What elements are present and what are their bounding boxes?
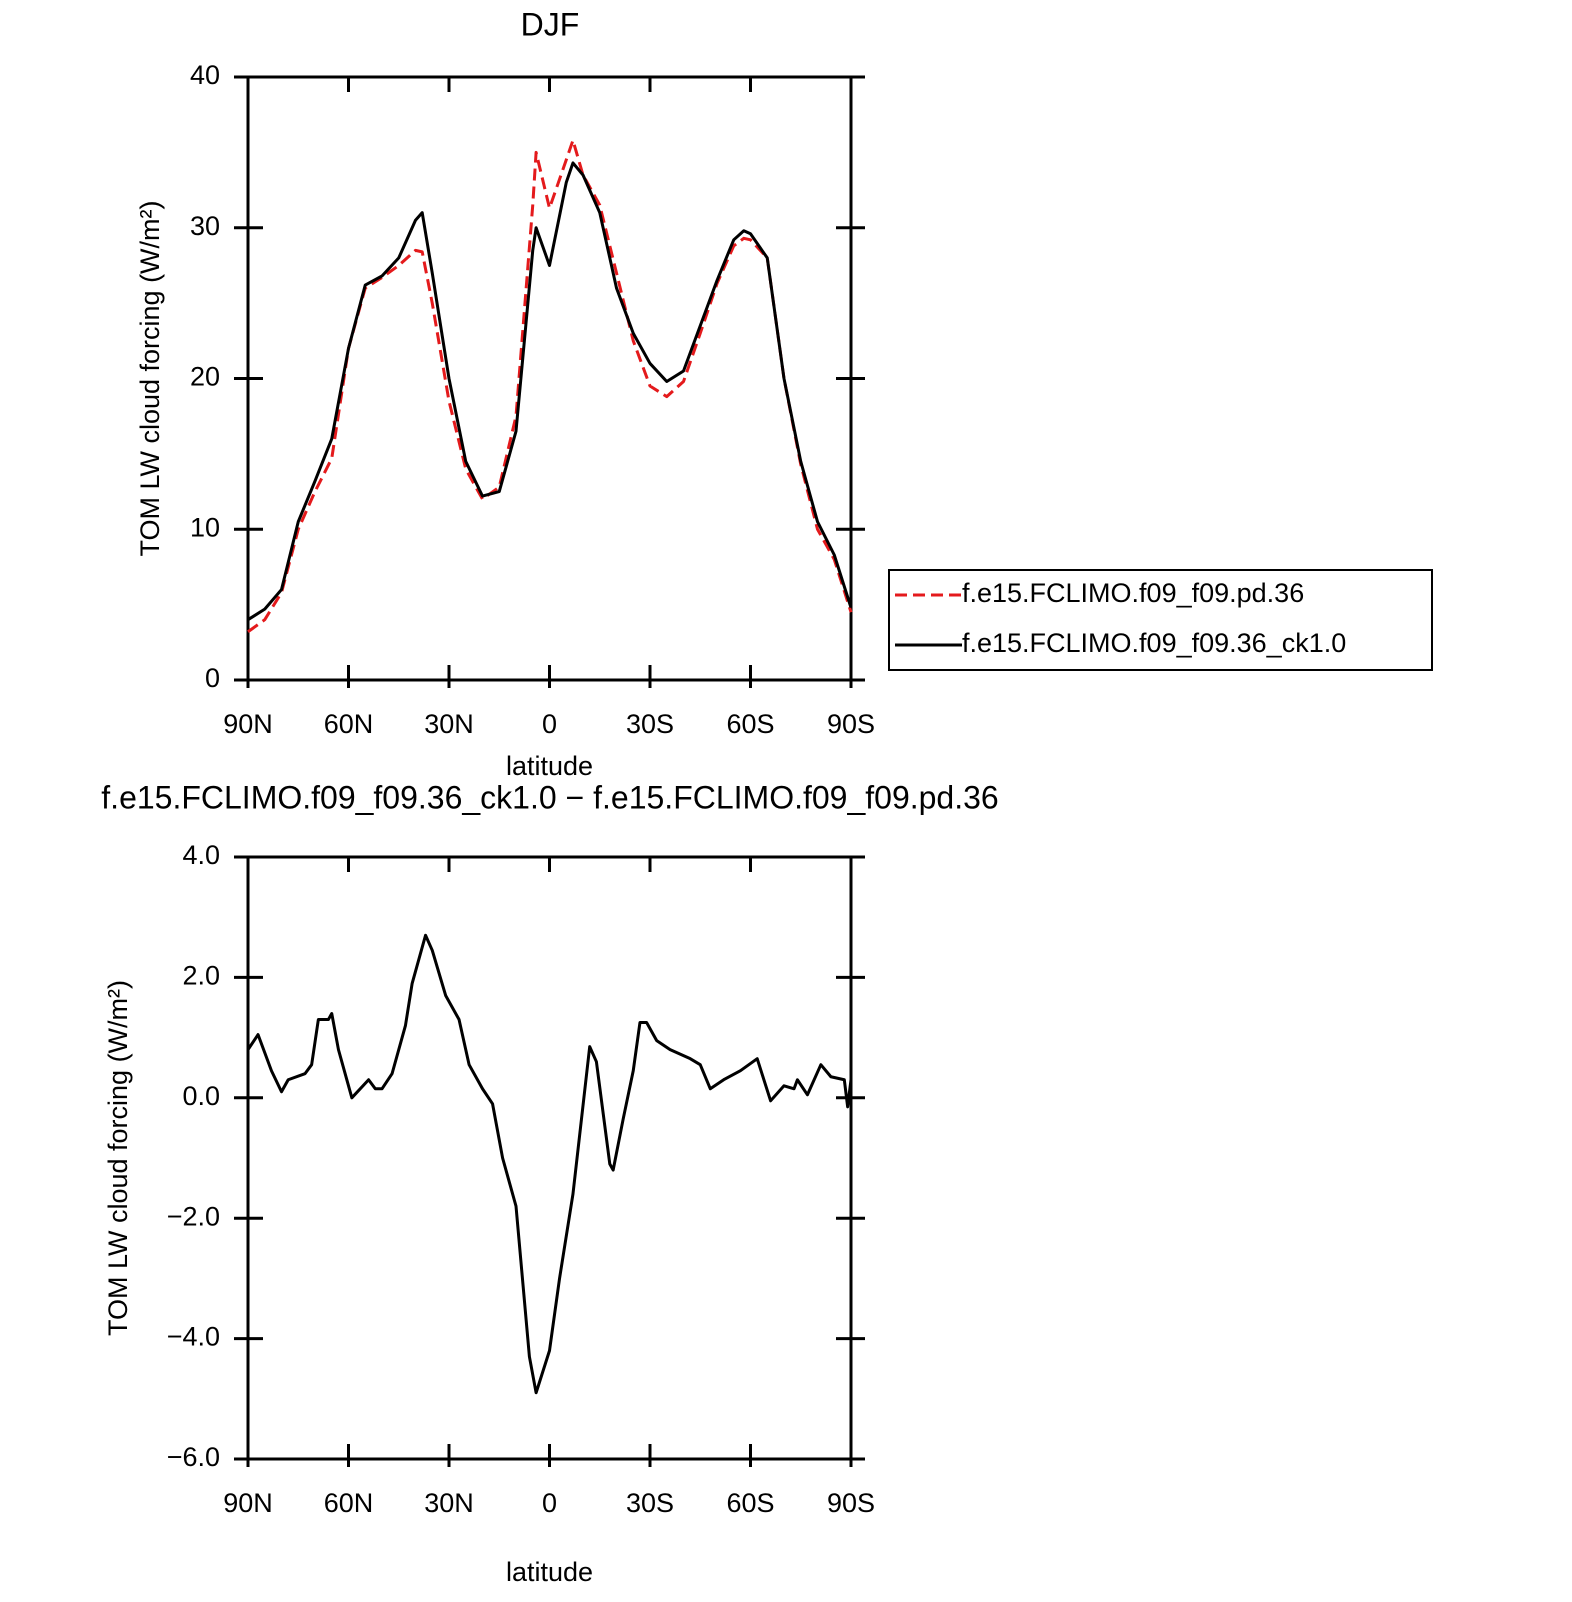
y-tick-label: 20 <box>190 362 220 392</box>
x-tick-label: 90S <box>827 1488 875 1518</box>
chart-title: f.e15.FCLIMO.f09_f09.36_ck1.0 − f.e15.FC… <box>101 779 998 815</box>
y-tick-label: 0 <box>205 663 220 693</box>
legend-label: f.e15.FCLIMO.f09_f09.pd.36 <box>962 578 1304 608</box>
x-tick-label: 90N <box>223 709 273 739</box>
x-tick-label: 60S <box>726 709 774 739</box>
x-tick-label: 30S <box>626 1488 674 1518</box>
plot-frame <box>246 855 853 1461</box>
data-line <box>247 138 853 633</box>
y-tick-label: 30 <box>190 211 220 241</box>
legend-label: f.e15.FCLIMO.f09_f09.36_ck1.0 <box>962 628 1346 658</box>
x-tick-label: 90S <box>827 709 875 739</box>
x-tick-label: 30N <box>424 1488 474 1518</box>
x-tick-label: 30N <box>424 709 474 739</box>
x-tick-label: 0 <box>542 1488 557 1518</box>
y-tick-label: −6.0 <box>167 1442 220 1472</box>
chart-title: DJF <box>521 6 580 42</box>
legend-box <box>888 569 1433 671</box>
x-axis-label: latitude <box>506 1557 593 1587</box>
y-tick-label: 2.0 <box>182 961 220 991</box>
data-line <box>247 161 853 621</box>
y-tick-label: 10 <box>190 512 220 542</box>
y-tick-label: 0.0 <box>182 1081 220 1111</box>
x-tick-label: 60S <box>726 1488 774 1518</box>
plot-frame <box>246 75 853 682</box>
x-tick-label: 0 <box>542 709 557 739</box>
data-line <box>246 933 853 1395</box>
x-tick-label: 60N <box>324 1488 374 1518</box>
y-tick-label: −2.0 <box>167 1201 220 1231</box>
x-tick-label: 60N <box>324 709 374 739</box>
x-tick-label: 90N <box>223 1488 273 1518</box>
y-tick-label: −4.0 <box>167 1322 220 1352</box>
y-tick-label: 40 <box>190 60 220 90</box>
x-tick-label: 30S <box>626 709 674 739</box>
y-axis-label: TOM LW cloud forcing (W/m²) <box>103 980 133 1336</box>
y-axis-label: TOM LW cloud forcing (W/m²) <box>135 200 165 556</box>
x-axis-label: latitude <box>506 751 593 781</box>
y-tick-label: 4.0 <box>182 840 220 870</box>
